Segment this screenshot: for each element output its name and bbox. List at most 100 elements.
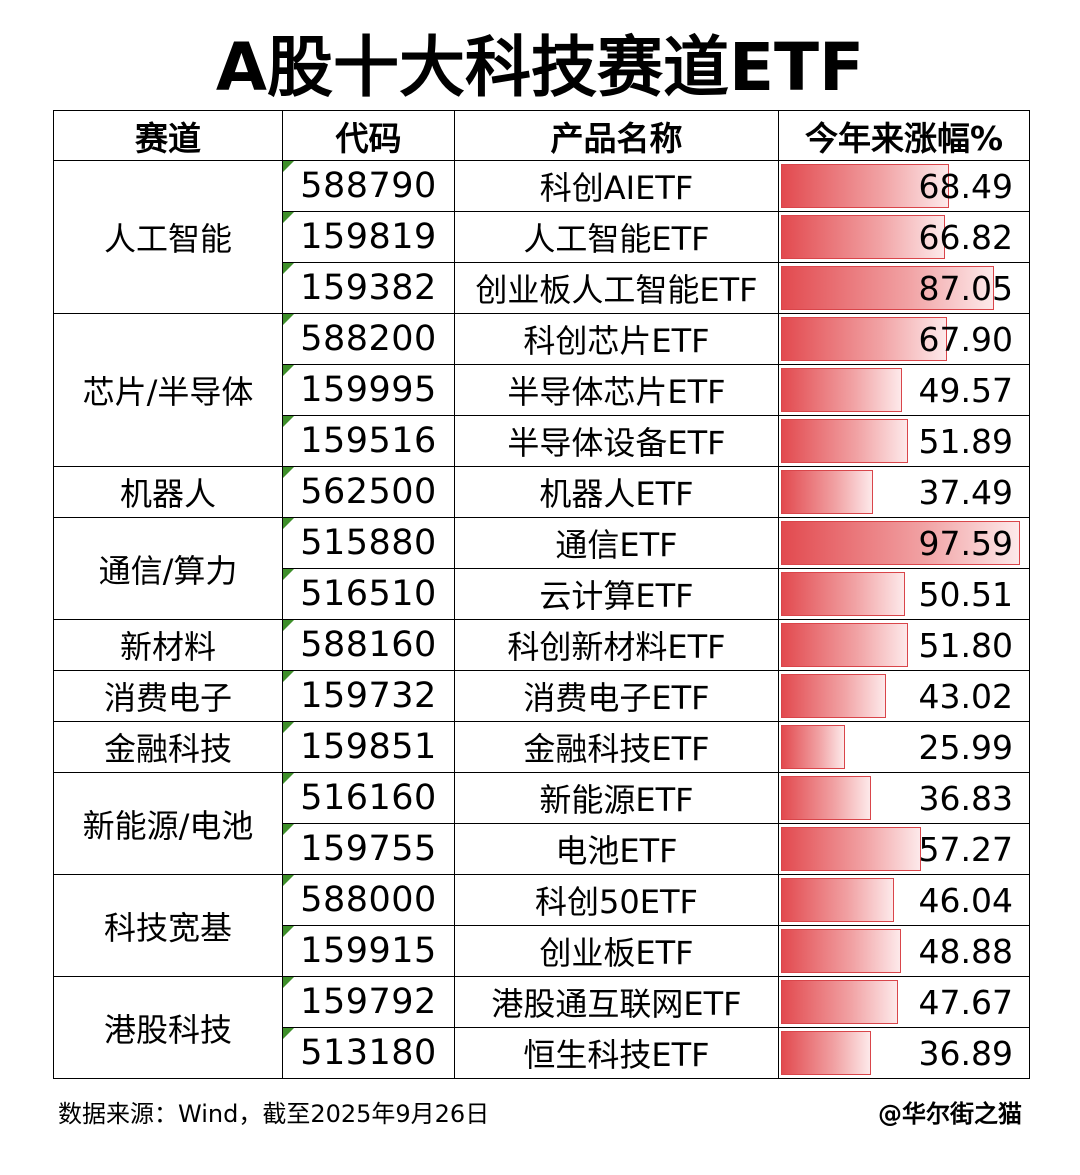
change-value: 97.59: [918, 523, 1013, 563]
fund-code: 516510: [300, 574, 437, 614]
change-bar: [781, 470, 873, 514]
fund-name: 机器人ETF: [454, 466, 779, 518]
table-row: 科技宽基 588000 科创50ETF 46.04: [53, 874, 1030, 977]
fund-code: 159382: [300, 268, 437, 308]
fund-code: 588160: [300, 625, 437, 665]
code-cell: 159755: [282, 823, 455, 875]
green-corner-marker-icon: [283, 773, 294, 784]
change-cell: 50.51: [778, 568, 1030, 620]
change-value: 68.49: [918, 166, 1013, 206]
change-bar: [781, 164, 949, 208]
green-corner-marker-icon: [283, 365, 294, 376]
data-source-note: 数据来源：Wind，截至2025年9月26日: [58, 1100, 490, 1128]
header-code: 代码: [282, 110, 455, 161]
change-bar: [781, 317, 947, 361]
table-row: 机器人 562500 机器人ETF 37.49: [53, 466, 1030, 518]
change-value: 25.99: [918, 727, 1013, 767]
change-cell: 97.59: [778, 517, 1030, 569]
fund-code: 513180: [300, 1033, 437, 1073]
code-cell: 159819: [282, 211, 455, 263]
change-bar: [781, 725, 845, 769]
header-change: 今年来涨幅%: [778, 110, 1030, 161]
table-row: 港股科技 159792 港股通互联网ETF 47.67: [53, 976, 1030, 1079]
table-row: 159755 电池ETF 57.27: [54, 823, 1030, 875]
change-value: 50.51: [918, 574, 1013, 614]
table-row: 516510 云计算ETF 50.51: [54, 568, 1030, 620]
table-row: 159516 半导体设备ETF 51.89: [54, 415, 1030, 467]
fund-code: 516160: [300, 778, 437, 818]
green-corner-marker-icon: [283, 263, 294, 274]
code-cell: 588160: [282, 619, 455, 671]
change-value: 37.49: [918, 472, 1013, 512]
change-cell: 57.27: [778, 823, 1030, 875]
change-cell: 51.89: [778, 415, 1030, 467]
table-row: 消费电子 159732 消费电子ETF 43.02: [53, 670, 1030, 722]
table-header-row: 赛道 代码 产品名称 今年来涨幅%: [53, 110, 1030, 161]
change-cell: 46.04: [778, 874, 1030, 926]
change-cell: 37.49: [778, 466, 1030, 518]
fund-code: 159995: [300, 370, 437, 410]
table-row: 芯片/半导体 588200 科创芯片ETF 67.90: [53, 313, 1030, 467]
change-bar: [781, 1031, 871, 1075]
fund-name: 新能源ETF: [454, 772, 779, 824]
change-bar: [781, 215, 945, 259]
change-value: 67.90: [918, 319, 1013, 359]
header-name: 产品名称: [454, 110, 779, 161]
table-row: 通信/算力 515880 通信ETF 97.59: [53, 517, 1030, 620]
change-bar: [781, 980, 898, 1024]
change-value: 49.57: [918, 370, 1013, 410]
change-cell: 49.57: [778, 364, 1030, 416]
table-row: 159995 半导体芯片ETF 49.57: [54, 364, 1030, 416]
fund-name: 港股通互联网ETF: [454, 976, 779, 1028]
table-row: 金融科技 159851 金融科技ETF 25.99: [53, 721, 1030, 773]
fund-name: 创业板人工智能ETF: [454, 262, 779, 314]
change-value: 36.83: [918, 778, 1013, 818]
fund-name: 创业板ETF: [454, 925, 779, 977]
green-corner-marker-icon: [283, 518, 294, 529]
change-cell: 47.67: [778, 976, 1030, 1028]
fund-name: 云计算ETF: [454, 568, 779, 620]
fund-name: 半导体芯片ETF: [454, 364, 779, 416]
code-cell: 159995: [282, 364, 455, 416]
sector-cell: 芯片/半导体: [53, 313, 283, 467]
green-corner-marker-icon: [283, 875, 294, 886]
fund-code: 588000: [300, 880, 437, 920]
change-bar: [781, 521, 1020, 565]
change-value: 48.88: [918, 931, 1013, 971]
change-bar: [781, 827, 921, 871]
change-value: 47.67: [918, 982, 1013, 1022]
sector-cell: 通信/算力: [53, 517, 283, 620]
change-value: 43.02: [918, 676, 1013, 716]
green-corner-marker-icon: [283, 926, 294, 937]
fund-name: 人工智能ETF: [454, 211, 779, 263]
fund-name: 科创AIETF: [454, 160, 779, 212]
change-value: 51.80: [918, 625, 1013, 665]
green-corner-marker-icon: [283, 620, 294, 631]
fund-name: 科创芯片ETF: [454, 313, 779, 365]
change-cell: 87.05: [778, 262, 1030, 314]
sector-cell: 消费电子: [53, 670, 283, 722]
change-value: 87.05: [918, 268, 1013, 308]
fund-code: 159819: [300, 217, 437, 257]
fund-code: 159755: [300, 829, 437, 869]
table-row: 新材料 588160 科创新材料ETF 51.80: [53, 619, 1030, 671]
code-cell: 159915: [282, 925, 455, 977]
change-bar: [781, 878, 894, 922]
change-value: 46.04: [918, 880, 1013, 920]
change-cell: 36.89: [778, 1027, 1030, 1079]
change-cell: 51.80: [778, 619, 1030, 671]
change-bar: [781, 674, 886, 718]
change-bar: [781, 572, 905, 616]
change-cell: 66.82: [778, 211, 1030, 263]
change-cell: 43.02: [778, 670, 1030, 722]
table-row: 513180 恒生科技ETF 36.89: [54, 1027, 1030, 1079]
green-corner-marker-icon: [283, 977, 294, 988]
change-bar: [781, 419, 908, 463]
sector-cell: 人工智能: [53, 160, 283, 314]
change-value: 36.89: [918, 1033, 1013, 1073]
fund-code: 588200: [300, 319, 437, 359]
change-bar: [781, 266, 994, 310]
code-cell: 159516: [282, 415, 455, 467]
green-corner-marker-icon: [283, 467, 294, 478]
fund-code: 159915: [300, 931, 437, 971]
